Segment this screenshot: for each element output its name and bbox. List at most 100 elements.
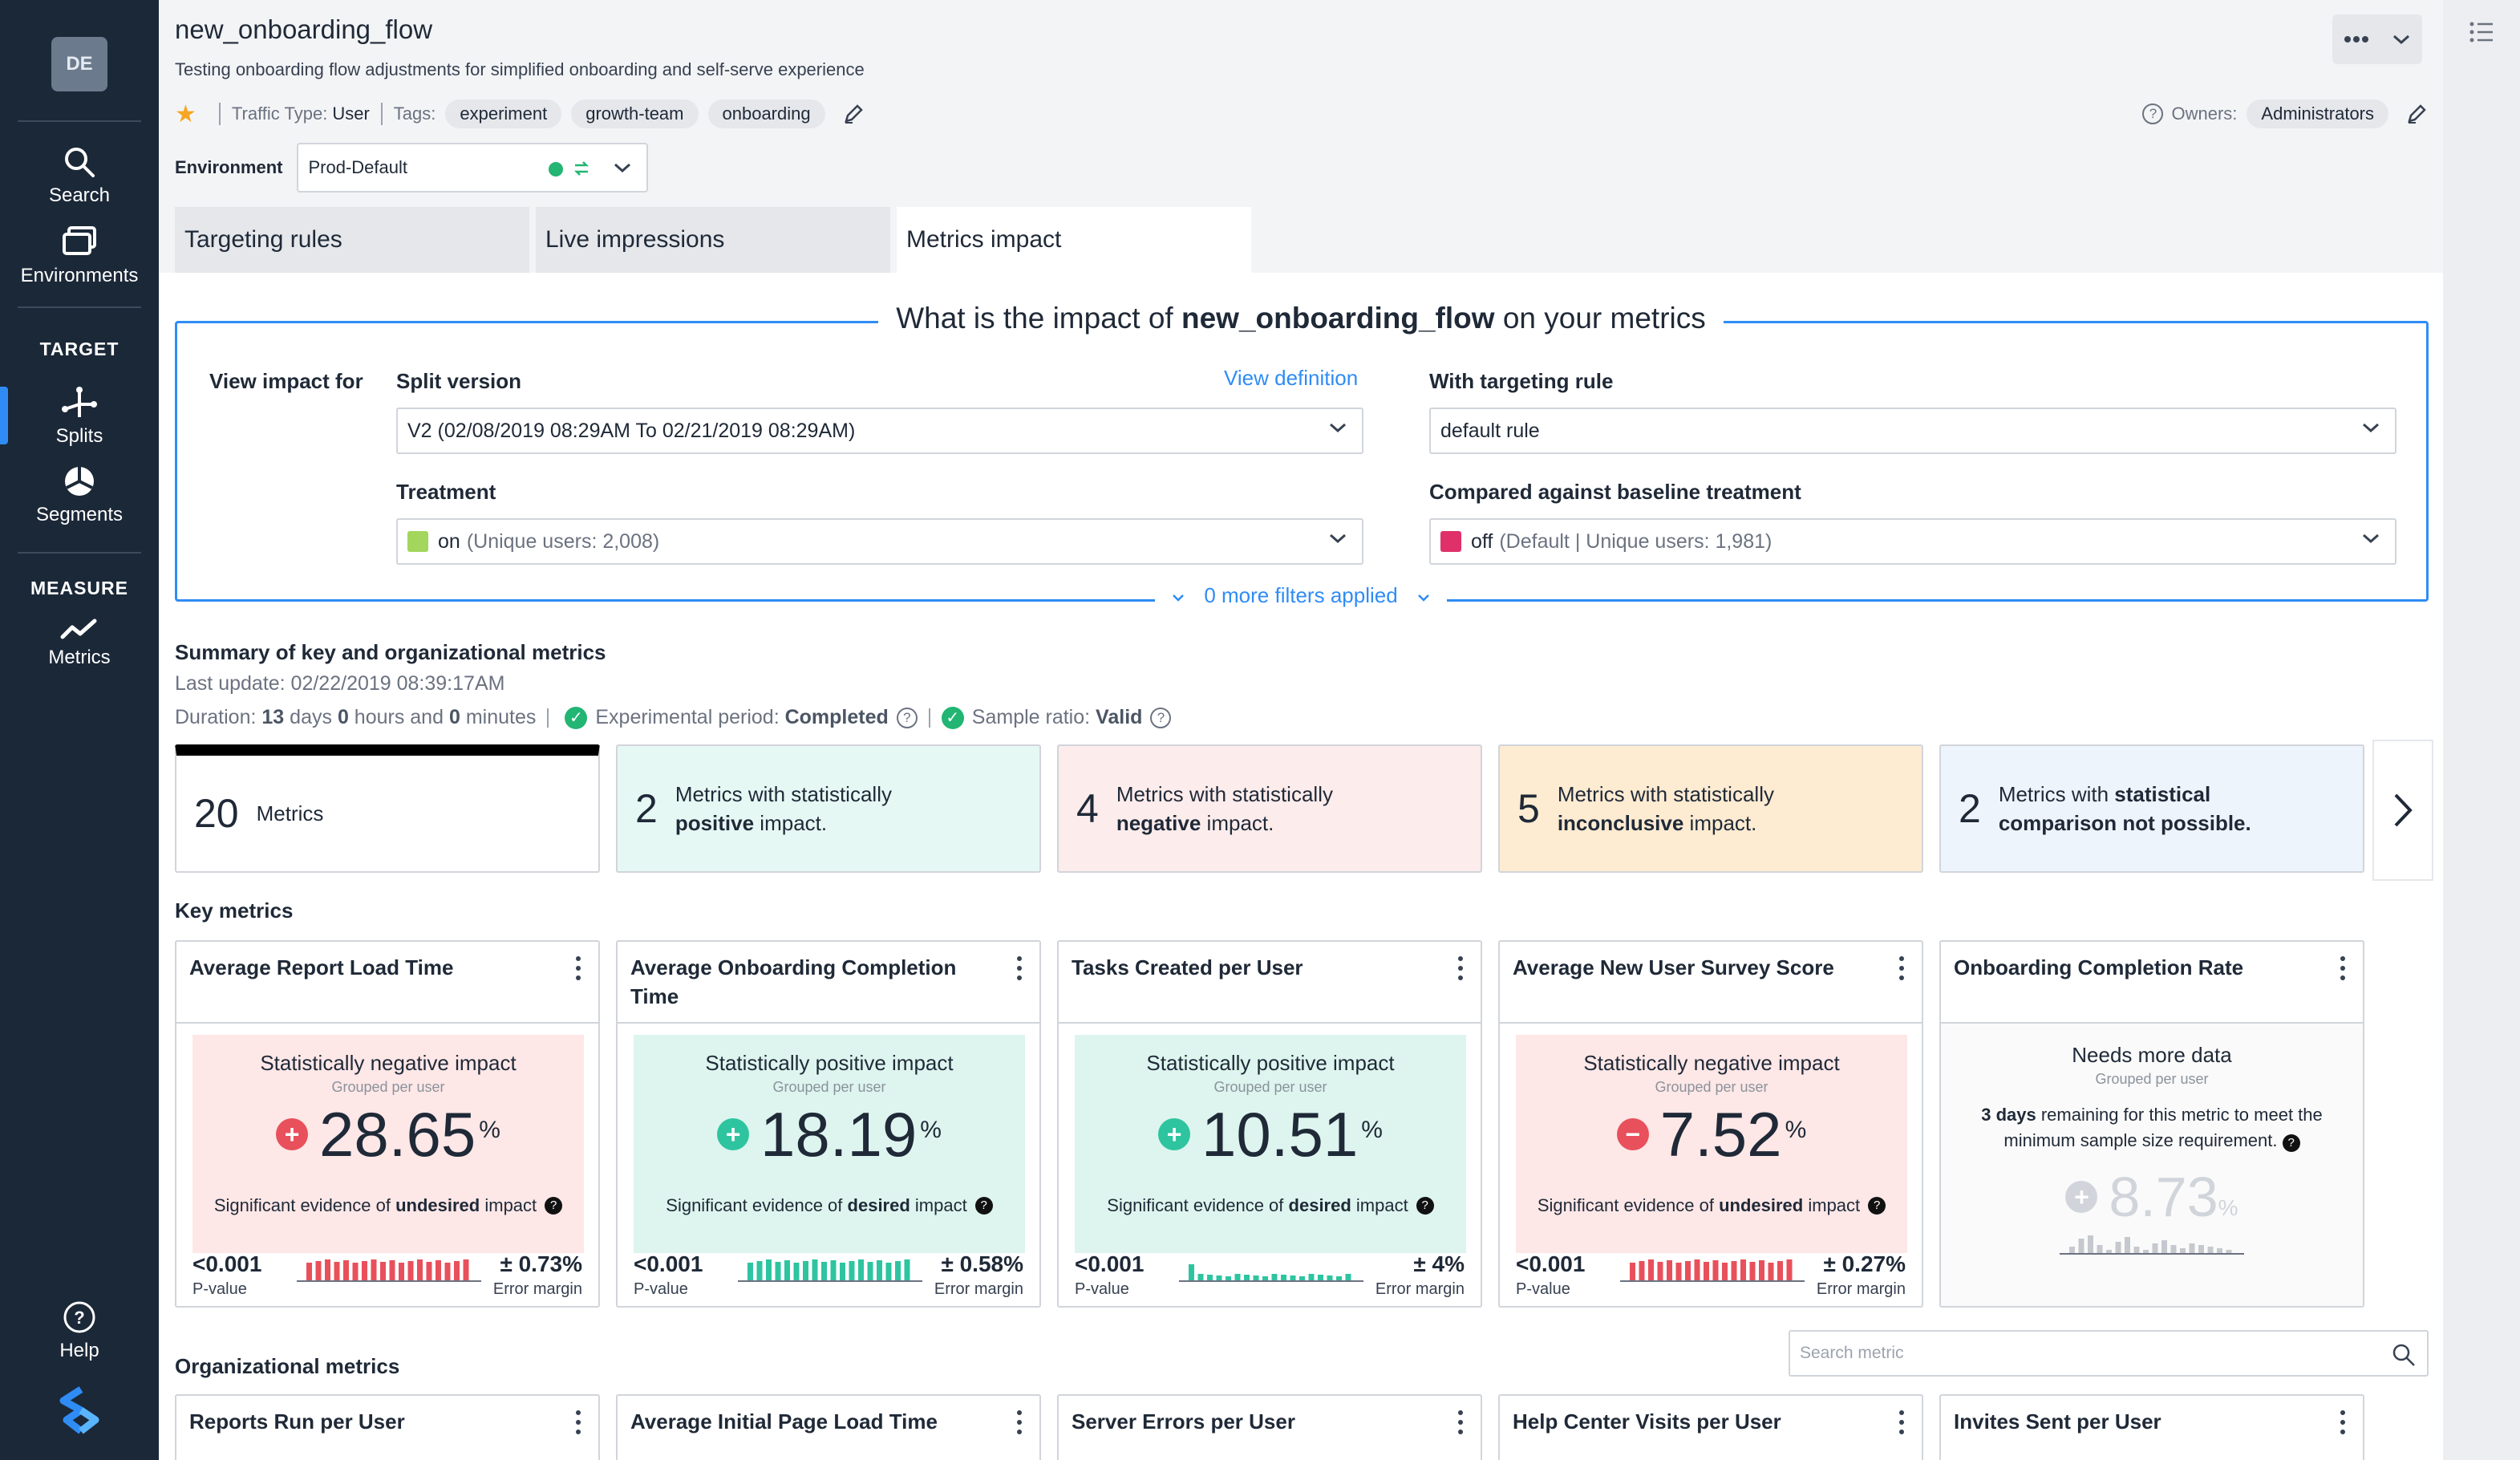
p-value-label: P-value bbox=[192, 1280, 247, 1298]
summary-count: 2 bbox=[635, 786, 658, 831]
chevron-down-icon bbox=[1418, 594, 1429, 602]
p-value: <0.001 bbox=[1516, 1251, 1586, 1276]
impact-panel: Statistically positive impact Grouped pe… bbox=[1075, 1035, 1466, 1253]
kebab-menu-icon[interactable] bbox=[2340, 1410, 2345, 1439]
help-icon[interactable]: ? bbox=[2142, 103, 2164, 124]
summary-card-positive[interactable]: 2 Metrics with statistically positive imp… bbox=[616, 744, 1041, 873]
metric-card[interactable]: Average Onboarding Completion Time Stati… bbox=[616, 940, 1041, 1308]
summary-text-bold: positive bbox=[675, 811, 755, 835]
metric-card[interactable]: Onboarding Completion Rate Needs more da… bbox=[1939, 940, 2364, 1308]
sidebar-item-search[interactable]: Search bbox=[0, 144, 159, 207]
status-dot-icon bbox=[549, 162, 564, 176]
sparkline-bar bbox=[756, 1261, 763, 1280]
metric-card[interactable]: Reports Run per User bbox=[175, 1394, 600, 1460]
summary-card-not-possible[interactable]: 2 Metrics with statistical comparison no… bbox=[1939, 744, 2364, 873]
help-icon[interactable]: ? bbox=[1150, 707, 1172, 728]
error-margin-label: Error margin bbox=[934, 1280, 1023, 1298]
sparkline bbox=[738, 1259, 922, 1282]
sparkline-bar bbox=[858, 1259, 864, 1280]
grouped-label: Grouped per user bbox=[331, 1079, 445, 1095]
check-icon: ✓ bbox=[941, 706, 964, 729]
kebab-menu-icon[interactable] bbox=[1017, 956, 1022, 985]
tab-live-impressions[interactable]: Live impressions bbox=[536, 207, 890, 273]
metric-card[interactable]: Average New User Survey Score Statistica… bbox=[1498, 940, 1923, 1308]
environments-icon bbox=[63, 226, 96, 255]
edit-tags-icon[interactable] bbox=[843, 103, 864, 124]
kebab-menu-icon[interactable] bbox=[576, 956, 581, 985]
needs-more-data-panel: Needs more data Grouped per user 3 days … bbox=[1941, 1043, 2363, 1260]
help-icon[interactable]: ? bbox=[1416, 1197, 1434, 1215]
summary-card-total[interactable]: 20 Metrics bbox=[175, 744, 600, 873]
sidebar-item-help[interactable]: ? Help bbox=[0, 1300, 159, 1362]
sparkline-bar bbox=[444, 1263, 451, 1280]
experimental-label: Experimental period: bbox=[595, 706, 780, 728]
sidebar-item-metrics[interactable]: Metrics bbox=[0, 618, 159, 669]
sparkline-bar bbox=[1197, 1274, 1204, 1280]
help-icon[interactable]: ? bbox=[896, 707, 918, 728]
sample-label: Sample ratio: bbox=[971, 706, 1091, 728]
help-icon[interactable]: ? bbox=[974, 1197, 993, 1215]
tags-label: Tags: bbox=[393, 103, 436, 124]
sparkline-bar bbox=[1308, 1274, 1315, 1280]
sparkline-bar bbox=[1685, 1261, 1691, 1280]
sidebar-item-segments[interactable]: Segments bbox=[0, 464, 159, 526]
metric-card[interactable]: Tasks Created per User Statistically pos… bbox=[1057, 940, 1482, 1308]
sparkline-bar bbox=[867, 1262, 873, 1280]
sparkline-bar bbox=[2088, 1235, 2093, 1253]
treatment-select[interactable]: on (Unique users: 2,008) bbox=[396, 518, 1363, 565]
help-icon[interactable]: ? bbox=[2282, 1134, 2300, 1152]
plus-circle-icon: + bbox=[1158, 1118, 1191, 1150]
summary-title: Summary of key and organizational metric… bbox=[175, 640, 606, 664]
kebab-menu-icon[interactable] bbox=[1899, 956, 1904, 985]
metric-card[interactable]: Average Report Load Time Statistically n… bbox=[175, 940, 600, 1308]
hours-word: hours and bbox=[354, 706, 444, 728]
kebab-menu-icon[interactable] bbox=[2340, 956, 2345, 985]
list-icon[interactable] bbox=[2469, 21, 2494, 43]
sparkline-bar bbox=[877, 1260, 882, 1280]
edit-owners-icon[interactable] bbox=[2406, 103, 2427, 124]
sidebar-item-splits[interactable]: Splits bbox=[0, 385, 159, 448]
more-icon[interactable] bbox=[2344, 35, 2369, 43]
kebab-menu-icon[interactable] bbox=[576, 1410, 581, 1439]
sparkline-bar bbox=[463, 1259, 469, 1280]
help-icon[interactable]: ? bbox=[1868, 1197, 1886, 1215]
tab-metrics-impact[interactable]: Metrics impact bbox=[897, 207, 1251, 273]
sparkline-bar bbox=[371, 1259, 377, 1280]
targeting-rule-select[interactable]: default rule bbox=[1429, 408, 2396, 454]
metric-card[interactable]: Help Center Visits per User bbox=[1498, 1394, 1923, 1460]
kebab-menu-icon[interactable] bbox=[1899, 1410, 1904, 1439]
chevron-down-icon[interactable] bbox=[2392, 34, 2411, 45]
metric-card-title: Invites Sent per User bbox=[1954, 1409, 2161, 1434]
kebab-menu-icon[interactable] bbox=[1458, 956, 1463, 985]
summary-card-negative[interactable]: 4 Metrics with statistically negative imp… bbox=[1057, 744, 1482, 873]
tab-targeting-rules[interactable]: Targeting rules bbox=[175, 207, 529, 273]
chevron-down-icon bbox=[1173, 594, 1184, 602]
summary-text-bold: statistical comparison not possible. bbox=[1998, 782, 2251, 835]
view-definition-link[interactable]: View definition bbox=[1224, 366, 1359, 390]
impact-title-prefix: What is the impact of bbox=[896, 302, 1173, 335]
metric-card-title: Average New User Survey Score bbox=[1500, 942, 1922, 1024]
star-icon[interactable]: ★ bbox=[175, 100, 196, 128]
split-version-select[interactable]: V2 (02/08/2019 08:29AM To 02/21/2019 08:… bbox=[396, 408, 1363, 454]
metric-card-title: Server Errors per User bbox=[1072, 1409, 1295, 1434]
metric-card[interactable]: Average Initial Page Load Time bbox=[616, 1394, 1041, 1460]
more-filters-toggle[interactable]: 0 more filters applied bbox=[159, 583, 2443, 608]
summary-next-button[interactable] bbox=[2372, 740, 2433, 881]
baseline-label: Compared against baseline treatment bbox=[1429, 480, 1801, 504]
baseline-select[interactable]: off (Default | Unique users: 1,981) bbox=[1429, 518, 2396, 565]
evidence-text: impact bbox=[1355, 1195, 1408, 1215]
sparkline bbox=[1179, 1264, 1363, 1282]
split-version-label: Split version bbox=[396, 369, 522, 393]
metric-card[interactable]: Server Errors per User bbox=[1057, 1394, 1482, 1460]
avatar[interactable]: DE bbox=[51, 37, 107, 91]
metric-card[interactable]: Invites Sent per User bbox=[1939, 1394, 2364, 1460]
summary-card-inconclusive[interactable]: 5 Metrics with statistically inconclusive… bbox=[1498, 744, 1923, 873]
tabs: Targeting rules Live impressions Metrics… bbox=[175, 207, 1258, 273]
actions-menu[interactable] bbox=[2332, 14, 2422, 64]
kebab-menu-icon[interactable] bbox=[1017, 1410, 1022, 1439]
kebab-menu-icon[interactable] bbox=[1458, 1410, 1463, 1439]
help-icon[interactable]: ? bbox=[545, 1197, 563, 1215]
sidebar-item-environments[interactable]: Environments bbox=[0, 225, 159, 287]
environment-select[interactable]: Prod-Default bbox=[297, 143, 649, 193]
search-metric-input[interactable]: Search metric bbox=[1789, 1330, 2429, 1377]
